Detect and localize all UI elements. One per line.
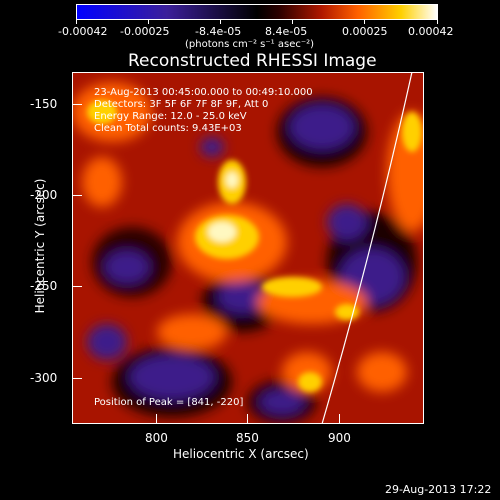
colorbar-tick-label: 8.4e-05 — [265, 25, 308, 38]
y-tick-label: -300 — [30, 371, 58, 385]
colorbar-tick-label: -0.00025 — [120, 25, 170, 38]
y-tick-label: -250 — [30, 279, 58, 293]
colorbar-tick-label: -0.00042 — [58, 25, 108, 38]
x-tick-label: 900 — [328, 431, 351, 445]
y-axis-title: Heliocentric Y (arcsec) — [33, 178, 47, 314]
info-line: Energy Range: 12.0 - 25.0 keV — [94, 111, 247, 122]
y-tick-label: -150 — [30, 97, 58, 111]
y-tick-label: -200 — [30, 188, 58, 202]
peak-position-label: Position of Peak = [841, -220] — [94, 397, 244, 408]
y-axis-ticks — [72, 72, 82, 424]
colorbar-tick-label: 0.00042 — [408, 25, 454, 38]
colorbar-tick-marks — [76, 19, 438, 24]
plot-frame — [72, 72, 424, 424]
x-axis-title: Heliocentric X (arcsec) — [173, 447, 309, 461]
colorbar-units-label: (photons cm⁻² s⁻¹ asec⁻²) — [185, 39, 315, 50]
plot-title: Reconstructed RHESSI Image — [128, 51, 377, 71]
x-tick-label: 850 — [236, 431, 259, 445]
colorbar-tick-label: -8.4e-05 — [195, 25, 242, 38]
info-line: Detectors: 3F 5F 6F 7F 8F 9F, Att 0 — [94, 99, 269, 110]
colorbar-tick-label: 0.00025 — [342, 25, 388, 38]
colorbar — [76, 4, 438, 20]
footer-timestamp: 29-Aug-2013 17:22 — [385, 483, 492, 496]
heatmap-image — [72, 72, 424, 424]
x-tick-label: 800 — [145, 431, 168, 445]
info-line: Clean Total counts: 9.43E+03 — [94, 123, 242, 134]
x-axis-ticks — [72, 414, 424, 424]
info-line: 23-Aug-2013 00:45:00.000 to 00:49:10.000 — [94, 87, 313, 98]
